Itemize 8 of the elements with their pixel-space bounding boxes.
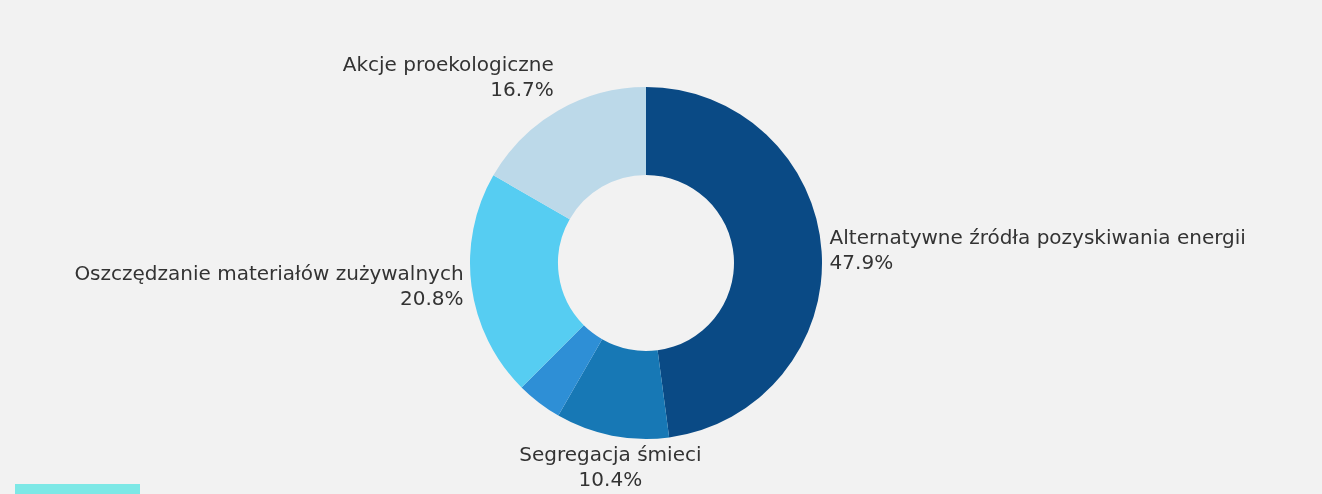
data-label: 10.4% xyxy=(578,467,643,492)
data-label: 20.8% xyxy=(400,285,464,310)
slice-label: Segregacja śmieci xyxy=(519,442,702,467)
data-label: 16.7% xyxy=(490,77,554,102)
slice-label: Oszczędzanie materiałów zużywalnych xyxy=(74,260,464,285)
slice-label: Akcje proekologiczne xyxy=(342,52,554,77)
data-label: 47.9% xyxy=(829,249,894,274)
slice-label: Alternatywne źródła pozyskiwania energii xyxy=(829,224,1246,249)
